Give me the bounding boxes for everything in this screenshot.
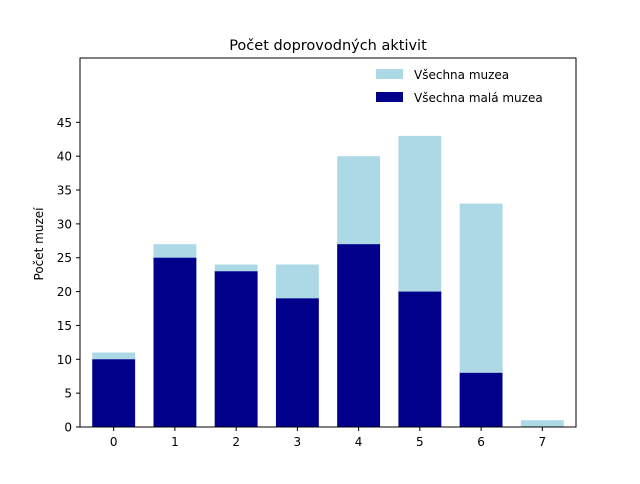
bar-series1-cat-4 <box>337 244 381 427</box>
bar-series1-cat-2 <box>214 271 258 427</box>
axes-layer <box>79 57 577 428</box>
bar-series1-cat-5 <box>398 291 442 427</box>
bar-series1-cat-3 <box>275 298 319 427</box>
chart-title: Počet doprovodných aktivit <box>229 38 427 54</box>
y-tick-label: 30 <box>57 217 72 231</box>
x-tick-label: 0 <box>110 435 118 449</box>
legend-label-small-museums: Všechna malá muzea <box>414 91 543 105</box>
legend-label-all-museums: Všechna muzea <box>414 68 509 82</box>
y-tick-label: 10 <box>57 353 72 367</box>
y-tick-label: 5 <box>64 387 72 401</box>
x-tick-label: 5 <box>416 435 424 449</box>
y-tick-label: 40 <box>57 150 72 164</box>
bar-series1-cat-1 <box>153 257 197 427</box>
x-tick-label: 6 <box>477 435 485 449</box>
x-tick-label: 2 <box>232 435 240 449</box>
legend-swatch-all-museums <box>376 69 403 79</box>
legend: Všechna muzea Všechna malá muzea <box>376 68 543 105</box>
x-tick-label: 7 <box>539 435 547 449</box>
bar-series0-cat-7 <box>520 420 564 427</box>
bar-series1-cat-0 <box>92 359 136 427</box>
y-tick-label: 25 <box>57 251 72 265</box>
plot-frame <box>79 57 577 428</box>
y-axis-label: Počet muzeí <box>32 207 46 281</box>
y-tick-label: 15 <box>57 319 72 333</box>
x-tick-label: 4 <box>355 435 363 449</box>
y-tick-label: 45 <box>57 116 72 130</box>
bar-series1-cat-6 <box>459 372 503 427</box>
bars-layer <box>92 135 564 428</box>
y-tick-label: 35 <box>57 184 72 198</box>
x-tick-label: 3 <box>294 435 302 449</box>
legend-swatch-small-museums <box>376 92 403 102</box>
x-tick-label: 1 <box>171 435 179 449</box>
y-tick-label: 0 <box>64 421 72 435</box>
y-tick-label: 20 <box>57 285 72 299</box>
